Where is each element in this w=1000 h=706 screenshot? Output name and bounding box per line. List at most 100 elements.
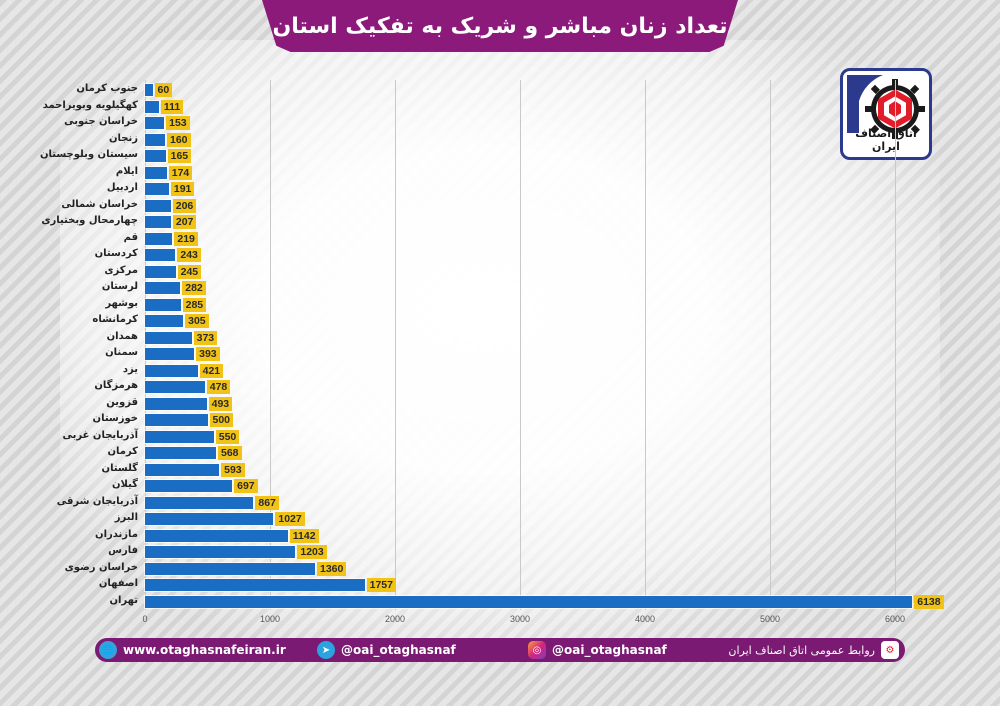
table-row: مرکزی 245 — [0, 264, 1000, 279]
bar — [145, 447, 216, 459]
value-label: 1360 — [317, 561, 347, 576]
table-row: قزوین 493 — [0, 396, 1000, 411]
category-label: خراسان رضوی — [64, 561, 138, 573]
bar — [145, 100, 159, 113]
table-row: سمنان 393 — [0, 347, 1000, 361]
value-label: 393 — [196, 347, 220, 361]
x-tick-label: 3000 — [509, 614, 531, 624]
bar — [145, 381, 205, 393]
bar — [145, 315, 184, 327]
bar — [145, 579, 365, 591]
value-label: 1027 — [275, 512, 305, 526]
bar — [145, 430, 214, 443]
bar — [145, 595, 913, 608]
table-row: خوزستان 500 — [0, 413, 1000, 427]
bar — [145, 496, 254, 509]
table-row: فارس 1203 — [0, 545, 1000, 559]
bar — [145, 414, 208, 426]
table-row: سیستان وبلوچستان 165 — [0, 149, 1000, 163]
value-label: 493 — [208, 396, 233, 411]
logo-caption: اتاق اصناف ایران — [855, 127, 917, 153]
table-row: اصفهان 1757 — [0, 578, 1000, 592]
x-tick-label: 2000 — [384, 614, 406, 624]
table-row: اردبیل 191 — [0, 182, 1000, 196]
table-row: ایلام 174 — [0, 165, 1000, 180]
table-row: خراسان جنوبی 153 — [0, 116, 1000, 130]
bar — [145, 84, 153, 96]
website-text: www.otaghasnafeiran.ir — [123, 643, 286, 657]
value-label: 373 — [193, 330, 218, 345]
value-label: 1757 — [366, 578, 396, 592]
bar — [145, 183, 169, 195]
value-label: 305 — [185, 314, 209, 328]
category-label: جنوب کرمان — [76, 83, 138, 94]
grid-line — [520, 80, 521, 610]
value-label: 478 — [206, 380, 231, 394]
bar — [145, 562, 315, 575]
category-label: سیستان وبلوچستان — [39, 149, 138, 160]
bar — [145, 463, 220, 476]
table-row: کرمانشاه 305 — [0, 314, 1000, 328]
bar — [145, 249, 176, 261]
grid-line — [770, 80, 771, 610]
x-tick-label: 5000 — [759, 614, 781, 624]
value-label: 867 — [255, 495, 279, 510]
category-label: خراسان جنوبی — [64, 116, 138, 127]
value-label: 282 — [182, 281, 206, 295]
x-tick-label: 4000 — [634, 614, 656, 624]
category-label: لرستان — [101, 281, 138, 292]
table-row: مازندران 1142 — [0, 528, 1000, 543]
category-label: سمنان — [105, 347, 138, 358]
bar — [145, 265, 176, 278]
value-label: 206 — [172, 198, 197, 213]
page-title: تعداد زنان مباشر و شریک به تفکیک استان — [272, 13, 728, 39]
grid-line — [145, 80, 146, 610]
bar — [145, 216, 171, 228]
category-label: ایلام — [115, 165, 138, 177]
footer-telegram[interactable]: ➤ @oai_otaghasnaf — [317, 638, 456, 662]
value-label: 1142 — [289, 528, 319, 543]
table-row: جنوب کرمان 60 — [0, 83, 1000, 97]
category-label: زنجان — [108, 132, 138, 144]
category-label: قم — [123, 231, 138, 243]
grid-line — [645, 80, 646, 610]
bar — [145, 133, 165, 146]
value-label: 165 — [167, 149, 192, 163]
table-row: کهگیلویه وبویراحمد 111 — [0, 99, 1000, 114]
category-label: کرمانشاه — [92, 314, 138, 325]
bar — [145, 232, 173, 245]
category-label: کردستان — [94, 248, 138, 259]
telegram-icon: ➤ — [317, 641, 335, 659]
globe-icon: 🌐 — [99, 641, 117, 659]
category-label: گلستان — [101, 462, 138, 474]
value-label: 245 — [177, 264, 202, 279]
org-logo-icon: ⚙ — [881, 641, 899, 659]
category-label: فارس — [108, 545, 138, 556]
footer-instagram[interactable]: ◎ @oai_otaghasnaf — [528, 638, 667, 662]
bar — [145, 282, 181, 294]
table-row: البرز 1027 — [0, 512, 1000, 526]
category-label: اصفهان — [98, 578, 138, 589]
table-row: قم 219 — [0, 231, 1000, 246]
category-label: گیلان — [111, 479, 138, 490]
table-row: لرستان 282 — [0, 281, 1000, 295]
category-label: البرز — [114, 512, 138, 523]
value-label: 219 — [174, 231, 198, 246]
table-row: خراسان رضوی 1360 — [0, 561, 1000, 576]
bar — [145, 117, 165, 129]
value-label: 500 — [209, 413, 234, 427]
pr-text: روابط عمومی اتاق اصناف ایران — [728, 643, 875, 657]
footer-website[interactable]: 🌐 www.otaghasnafeiran.ir — [99, 638, 286, 662]
value-label: 191 — [170, 182, 195, 196]
category-label: آذربایجان غربی — [62, 429, 138, 441]
table-row: گلستان 593 — [0, 462, 1000, 477]
table-row: کردستان 243 — [0, 248, 1000, 262]
grid-line — [895, 80, 896, 610]
category-label: همدان — [106, 330, 138, 342]
x-tick-label: 0 — [142, 614, 148, 624]
telegram-text: @oai_otaghasnaf — [341, 643, 456, 657]
grid-line — [270, 80, 271, 610]
title-banner: تعداد زنان مباشر و شریک به تفکیک استان — [262, 0, 738, 52]
value-label: 174 — [168, 165, 193, 180]
category-label: مرکزی — [104, 264, 138, 276]
